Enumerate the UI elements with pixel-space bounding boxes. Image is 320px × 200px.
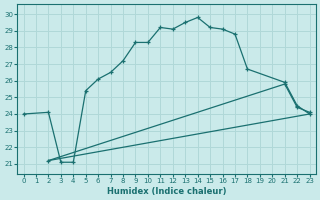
- X-axis label: Humidex (Indice chaleur): Humidex (Indice chaleur): [107, 187, 226, 196]
